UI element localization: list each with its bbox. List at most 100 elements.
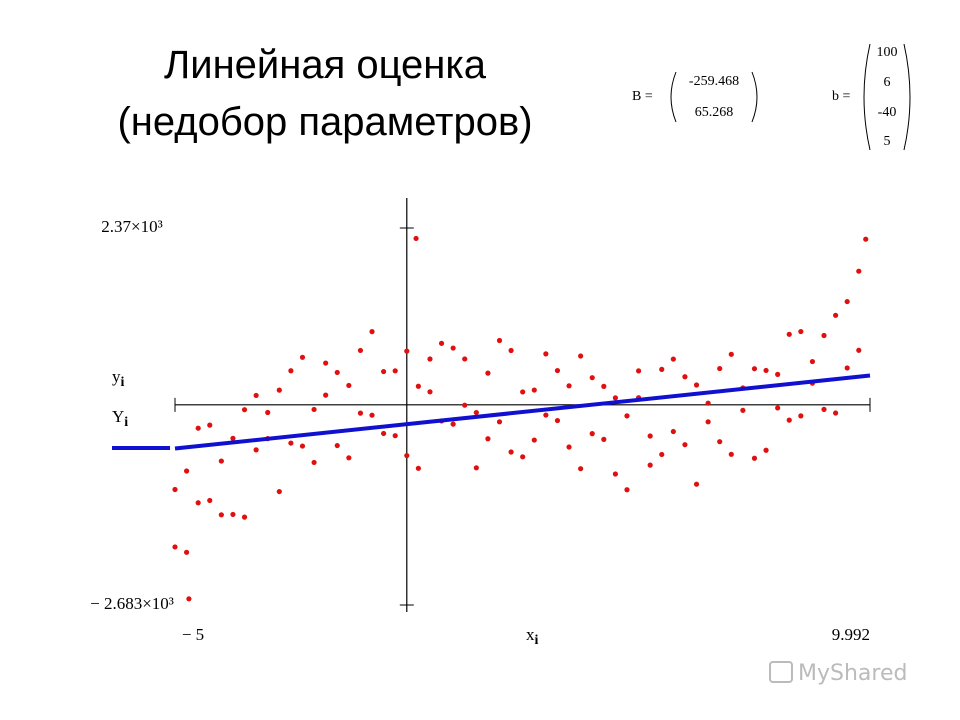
point <box>276 488 282 495</box>
legend-name: Y <box>112 407 124 426</box>
point <box>172 544 178 550</box>
point <box>299 443 306 449</box>
point <box>288 368 294 374</box>
y-tick-label: − 2.683×10³ <box>90 594 174 613</box>
point <box>172 486 178 493</box>
point <box>311 459 317 466</box>
point <box>450 345 456 351</box>
point <box>369 329 375 335</box>
matrix-cell: 6 <box>884 75 891 90</box>
point <box>717 365 723 372</box>
point <box>207 497 213 504</box>
point <box>693 481 700 487</box>
point <box>404 348 410 354</box>
matrix-cell: -259.468 <box>689 74 739 89</box>
matrix-cell: 5 <box>884 134 891 149</box>
point <box>566 444 572 450</box>
point <box>601 383 607 389</box>
point <box>218 458 224 464</box>
point <box>705 419 711 425</box>
point <box>357 347 364 354</box>
point <box>740 407 746 413</box>
point <box>786 331 792 337</box>
point <box>415 383 421 389</box>
point <box>241 514 248 520</box>
point <box>624 413 630 419</box>
point <box>612 395 619 401</box>
point <box>786 417 792 423</box>
point <box>809 358 816 365</box>
point <box>531 437 537 443</box>
point <box>775 405 781 411</box>
point <box>728 351 734 357</box>
point <box>844 365 850 371</box>
point <box>578 466 584 472</box>
point <box>798 328 804 335</box>
point <box>554 367 561 374</box>
legend-index: i <box>124 415 128 430</box>
point <box>195 500 201 506</box>
point <box>751 366 758 372</box>
point <box>520 454 526 460</box>
point <box>775 371 781 377</box>
matrix-cell: 65.268 <box>695 105 734 120</box>
matrix-name: b = <box>832 89 851 104</box>
point <box>230 511 236 518</box>
point <box>612 471 619 477</box>
matrix-cell: 100 <box>877 45 898 60</box>
point <box>195 425 201 431</box>
point <box>763 367 769 374</box>
point <box>413 235 419 242</box>
point <box>589 375 595 381</box>
matrix-bracket <box>670 71 758 123</box>
point <box>496 419 503 425</box>
matrix-cell: -40 <box>878 105 897 120</box>
point <box>381 368 387 375</box>
point <box>462 402 468 408</box>
point <box>763 447 769 453</box>
legend-label: Yi <box>112 407 128 430</box>
point <box>821 406 827 412</box>
point <box>659 366 665 372</box>
point <box>207 422 213 428</box>
point <box>543 351 549 357</box>
point <box>438 340 445 346</box>
point <box>705 400 711 406</box>
point <box>218 512 224 518</box>
point <box>728 451 734 457</box>
point <box>844 298 850 305</box>
point <box>496 337 503 344</box>
point <box>186 596 192 602</box>
legend-name: y <box>112 367 121 386</box>
point <box>624 487 630 493</box>
point <box>578 353 584 359</box>
point <box>404 452 410 459</box>
point <box>253 392 259 399</box>
point <box>473 465 479 471</box>
point <box>334 369 340 376</box>
point <box>485 370 491 376</box>
watermark: MyShared <box>798 661 907 686</box>
point <box>357 410 364 416</box>
x-label-main: x <box>526 625 535 644</box>
point <box>543 412 549 418</box>
point <box>856 268 862 274</box>
x-tick-label: − 5 <box>182 625 204 644</box>
matrix-bracket <box>863 43 911 151</box>
title-line: Линейная оценка <box>164 43 487 87</box>
title-line: (недобор параметров) <box>117 100 532 144</box>
point <box>183 549 190 555</box>
point <box>369 412 375 418</box>
point <box>647 462 653 468</box>
point <box>508 449 514 455</box>
point <box>392 368 398 374</box>
point <box>647 433 653 439</box>
point <box>833 312 839 318</box>
point <box>554 417 561 424</box>
point <box>520 389 526 395</box>
point <box>485 436 491 442</box>
point <box>751 455 758 461</box>
point <box>833 410 839 416</box>
point <box>299 354 306 360</box>
